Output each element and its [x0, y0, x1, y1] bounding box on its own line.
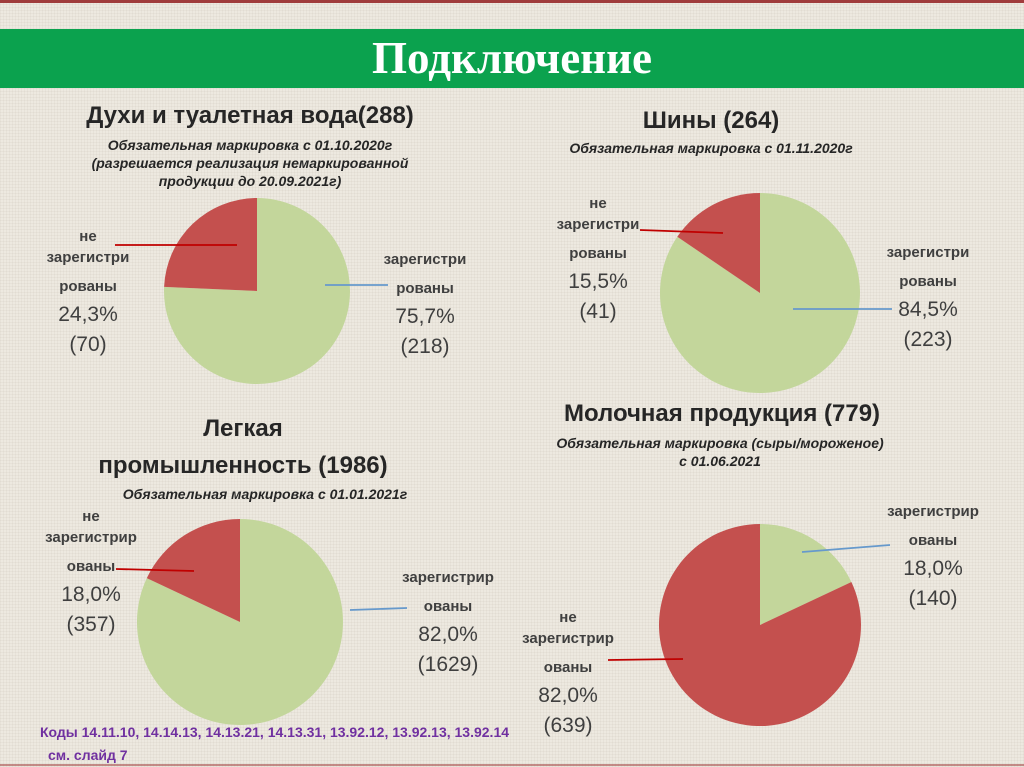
label-line: ованы	[423, 598, 473, 615]
label-line: не	[79, 228, 97, 245]
label-registered: зарегистрир ованы 82,0% (1629)	[383, 567, 513, 680]
label-line: зарегистри	[383, 251, 467, 268]
chart-subtitle-line: продукции до 20.09.2021г)	[158, 173, 342, 189]
chart-title-line: Духи и туалетная вода(288)	[86, 102, 414, 129]
label-line: зарегистрир	[45, 529, 137, 546]
chart-subtitle-line: (разрешается реализация немаркированной	[91, 155, 409, 171]
pie-slice-registered	[164, 198, 350, 384]
label-registered: зарегистри рованы 75,7% (218)	[360, 249, 490, 362]
percent-value: 84,5%	[898, 298, 958, 321]
percent-value: 82,0%	[538, 684, 598, 707]
label-line: ованы	[66, 558, 116, 575]
pie-slice-registered	[659, 193, 860, 393]
label-line: рованы	[569, 245, 627, 262]
chart-dairy: Молочная продукция (779) Обязательная ма…	[500, 395, 1010, 760]
count-value: (357)	[66, 613, 116, 636]
pie-chart-perfume	[115, 198, 388, 384]
slide-title: Подключение	[372, 33, 652, 83]
label-not-registered: не зарегистрир ованы 82,0% (639)	[503, 607, 633, 741]
footer-codes-line: Коды 14.11.10, 14.14.13, 14.13.21, 14.13…	[40, 724, 510, 740]
chart-subtitle: Обязательная маркировка с 01.11.2020г	[525, 139, 897, 157]
label-line: зарегистрир	[522, 630, 614, 647]
label-line: ованы	[543, 659, 593, 676]
label-line: не	[559, 609, 577, 626]
pie-slices	[136, 519, 343, 725]
percent-value: 24,3%	[58, 303, 118, 326]
pie-chart-tires	[639, 193, 892, 393]
label-line: рованы	[899, 273, 957, 290]
count-value: (1629)	[417, 653, 479, 676]
chart-title-line: промышленность (1986)	[98, 452, 388, 479]
label-not-registered: не зарегистри рованы 24,3% (70)	[23, 226, 153, 360]
label-line: зарегистрир	[887, 503, 979, 520]
chart-subtitle-line: Обязательная маркировка с 01.01.2021г	[122, 486, 408, 502]
leader-line-not-registered	[607, 658, 684, 661]
chart-tires: Шины (264) Обязательная маркировка с 01.…	[525, 95, 1010, 400]
percent-value: 18,0%	[61, 583, 121, 606]
label-line: ованы	[908, 532, 958, 549]
percent-value: 18,0%	[903, 557, 963, 580]
top-accent-line	[0, 0, 1024, 3]
chart-subtitle: Обязательная маркировка (сыры/мороженое)…	[500, 434, 940, 470]
title-banner: Подключение	[0, 29, 1024, 88]
chart-title: Духи и туалетная вода(288)	[20, 97, 480, 134]
leader-line-not-registered	[639, 229, 724, 234]
count-value: (41)	[579, 300, 617, 323]
label-line: не	[82, 508, 100, 525]
chart-title-line: Легкая	[203, 415, 283, 442]
label-line: зарегистрир	[402, 569, 494, 586]
chart-subtitle-line: Обязательная маркировка с 01.11.2020г	[569, 140, 853, 156]
label-not-registered: не зарегистри рованы 15,5% (41)	[533, 193, 663, 327]
pie-slice-registered	[136, 519, 343, 725]
pie-chart-dairy	[607, 524, 891, 726]
count-value: (639)	[543, 714, 593, 737]
pie-slices	[164, 198, 350, 384]
chart-subtitle: Обязательная маркировка с 01.10.2020г (р…	[20, 136, 480, 190]
pie-slice-registered	[760, 524, 852, 625]
pie-slices	[659, 193, 860, 393]
label-line: рованы	[396, 280, 454, 297]
chart-title: Шины (264)	[525, 102, 897, 139]
bottom-accent-line	[0, 764, 1024, 766]
leader-line-not-registered	[115, 568, 195, 572]
footer-codes: Коды 14.11.10, 14.14.13, 14.13.21, 14.13…	[40, 721, 509, 767]
chart-subtitle-line: Обязательная маркировка с 01.10.2020г	[107, 137, 393, 153]
count-value: (70)	[69, 333, 107, 356]
count-value: (140)	[908, 587, 958, 610]
chart-title-line: Шины (264)	[642, 107, 780, 134]
pie-chart-light-industry	[115, 519, 408, 725]
leader-line-registered	[801, 544, 891, 553]
pie-slice-not-registered	[677, 193, 760, 293]
chart-title-line: Молочная продукция (779)	[563, 400, 881, 427]
label-line: не	[589, 195, 607, 212]
count-value: (223)	[903, 328, 953, 351]
count-value: (218)	[400, 335, 450, 358]
footer-see-line: см. слайд 7	[48, 747, 128, 763]
label-line: зарегистри	[886, 244, 970, 261]
chart-subtitle-line: Обязательная маркировка (сыры/мороженое)	[556, 435, 884, 451]
leader-line-registered	[349, 607, 408, 611]
label-line: рованы	[59, 278, 117, 295]
percent-value: 75,7%	[395, 305, 455, 328]
chart-title: Легкая промышленность (1986)	[20, 410, 466, 484]
chart-subtitle-line: с 01.06.2021	[679, 453, 761, 469]
chart-title: Молочная продукция (779)	[500, 395, 944, 432]
label-line: зарегистри	[556, 216, 640, 233]
percent-value: 15,5%	[568, 270, 628, 293]
label-registered: зарегистрир ованы 18,0% (140)	[868, 501, 998, 614]
label-not-registered: не зарегистрир ованы 18,0% (357)	[26, 506, 156, 640]
chart-subtitle: Обязательная маркировка с 01.01.2021г	[20, 485, 510, 503]
percent-value: 82,0%	[418, 623, 478, 646]
label-registered: зарегистри рованы 84,5% (223)	[863, 242, 993, 355]
label-line: зарегистри	[46, 249, 130, 266]
pie-slices	[659, 524, 862, 726]
chart-perfume: Духи и туалетная вода(288) Обязательная …	[20, 95, 500, 400]
pie-slice-not-registered	[659, 524, 862, 726]
chart-light-industry: Легкая промышленность (1986) Обязательна…	[20, 400, 510, 750]
